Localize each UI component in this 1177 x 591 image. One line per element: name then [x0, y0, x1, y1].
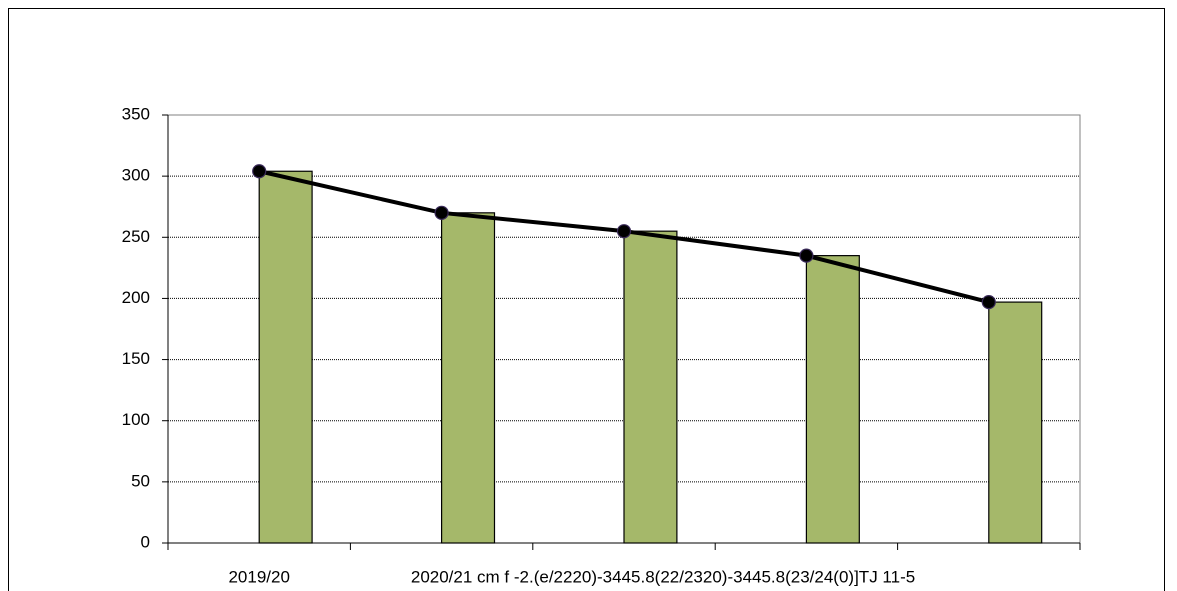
- bar: [623, 230, 678, 544]
- y-tick-label: 300: [122, 166, 150, 185]
- line-marker: [981, 294, 996, 310]
- line-marker: [616, 224, 632, 239]
- bar: [805, 255, 860, 544]
- y-tick-label: 200: [122, 288, 150, 307]
- line-marker: [252, 164, 267, 179]
- x-tick-label: 2020/21 cm f -2.(e/2220)-3445.8(22/2320)…: [411, 567, 915, 586]
- y-tick-label: 50: [131, 471, 150, 490]
- y-tick-label: 100: [122, 410, 150, 429]
- bar: [988, 301, 1043, 544]
- y-tick-label: 150: [122, 349, 150, 368]
- x-tick-label: 2019/20: [228, 567, 289, 586]
- y-tick-label: 250: [122, 227, 150, 246]
- y-tick-label: 0: [141, 532, 150, 551]
- bar: [441, 212, 496, 544]
- bar: [258, 170, 313, 544]
- line-marker: [434, 205, 449, 220]
- y-tick-label: 350: [122, 104, 150, 123]
- line-marker: [799, 248, 814, 263]
